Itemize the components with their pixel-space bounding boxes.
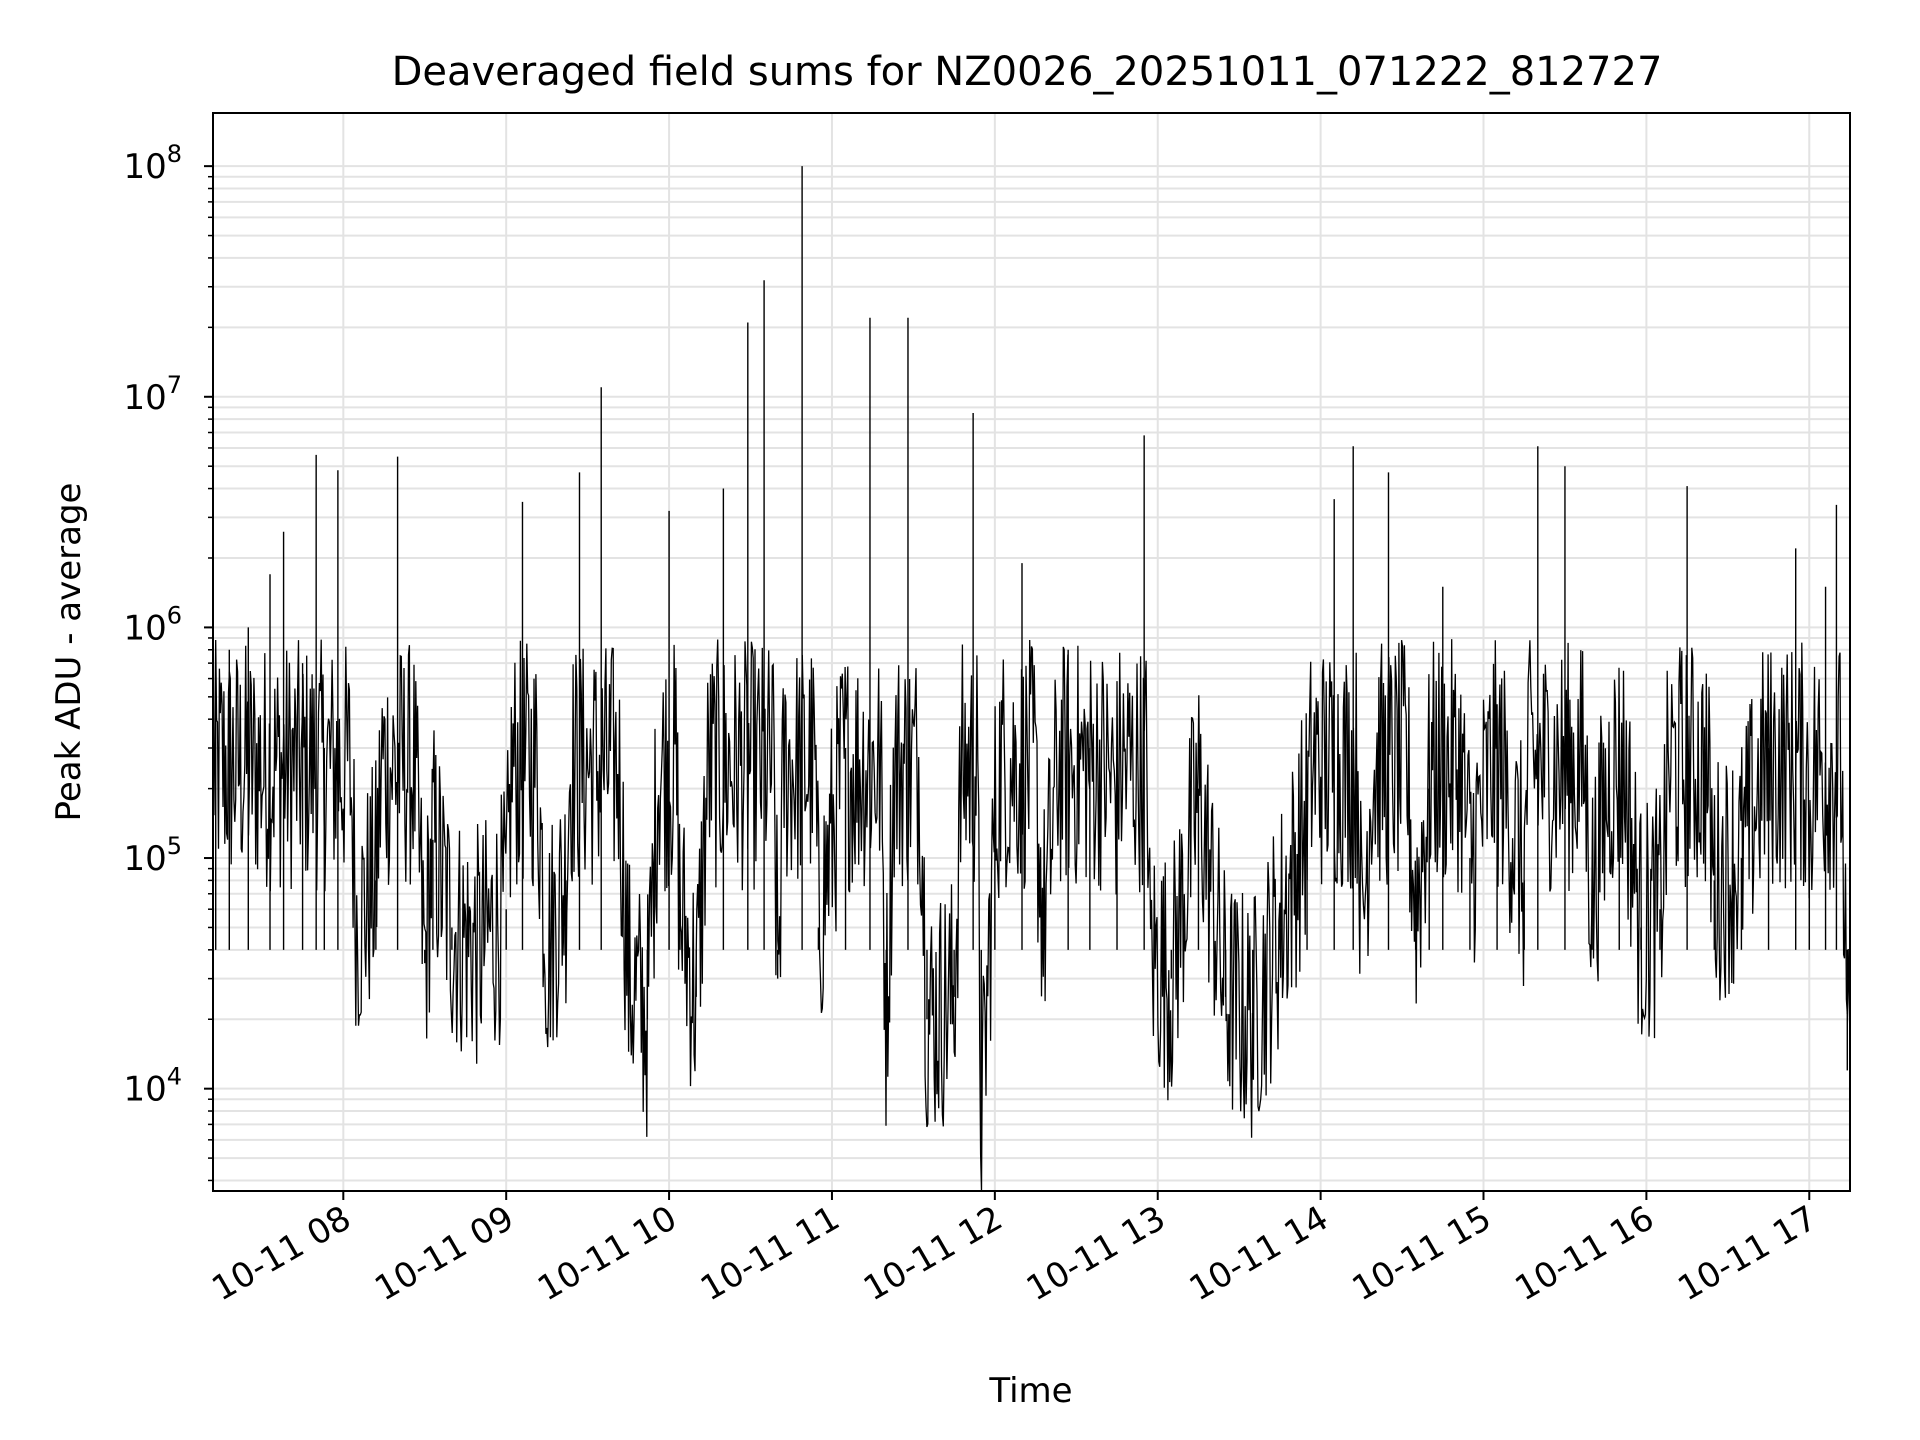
x-tick-label: 10-11 16 [1508,1198,1660,1309]
y-tick-label: 105 [123,832,182,879]
x-tick-label: 10-11 12 [857,1198,1009,1309]
x-axis-label: Time [988,1371,1072,1411]
plot-frame [212,112,1851,1192]
y-tick-label: 106 [123,601,182,648]
series-line [212,639,1851,1192]
chart-title: Deaveraged field sums for NZ0026_2025101… [392,49,1663,95]
y-axis-label: Peak ADU - average [49,483,89,822]
x-tick-label: 10-11 09 [368,1198,520,1309]
x-tick-label: 10-11 10 [531,1198,683,1309]
x-axis: 10-11 08 10-11 09 10-11 10 10-11 11 10-11 12… [205,1191,1824,1309]
y-tick-label: 104 [123,1063,182,1110]
x-tick-label: 10-11 17 [1671,1198,1823,1309]
x-tick-label: 10-11 08 [205,1198,357,1309]
y-tick-label: 107 [123,371,182,418]
series-layer [212,166,1851,1192]
x-tick-label: 10-11 15 [1346,1198,1498,1309]
x-tick-label: 10-11 14 [1183,1198,1335,1309]
x-tick-label: 10-11 13 [1020,1198,1172,1309]
y-tick-label: 108 [123,140,182,187]
x-tick-label: 10-11 11 [694,1198,846,1309]
y-axis: 104 105 106 107 108 [123,140,213,1182]
grid [213,113,1850,1191]
